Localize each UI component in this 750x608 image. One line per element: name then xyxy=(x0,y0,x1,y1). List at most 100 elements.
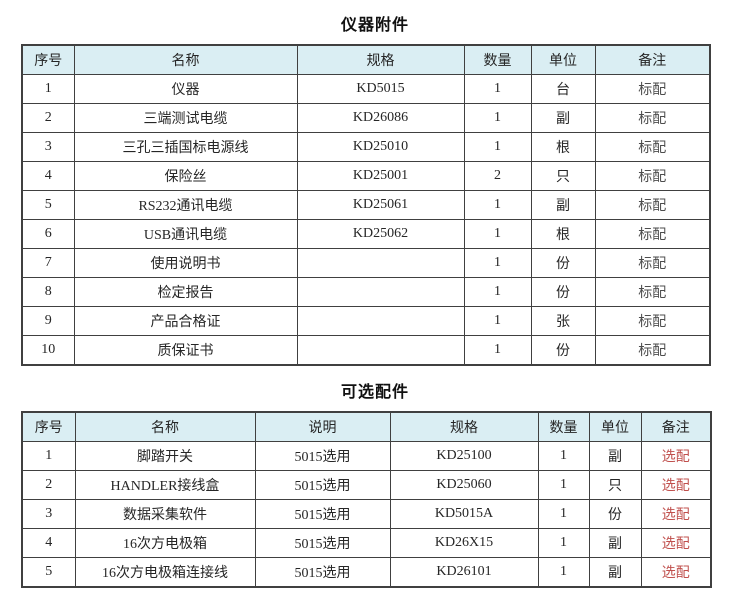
table-cell: KD25100 xyxy=(389,441,539,471)
table-row: 5 16次方电极箱连接线 5015选用 KD26101 1 副选配 xyxy=(21,557,712,588)
table-cell: HANDLER接线盒 xyxy=(74,470,256,500)
column-header: 单位 xyxy=(530,44,596,75)
table-cell: 1 xyxy=(537,528,590,558)
table-cell: 使用说明书 xyxy=(73,248,298,278)
column-header: 说明 xyxy=(254,411,391,442)
table-cell: 1 xyxy=(463,190,532,220)
table-cell: 1 xyxy=(21,74,75,104)
table-cell: 2 xyxy=(21,103,75,133)
note-cell: 标配 xyxy=(594,335,711,366)
table-cell: 3 xyxy=(21,499,76,529)
table-cell: 4 xyxy=(21,528,76,558)
table-cell: KD25001 xyxy=(296,161,465,191)
table-cell: 5015选用 xyxy=(254,499,391,529)
column-header: 名称 xyxy=(74,411,256,442)
column-header: 数量 xyxy=(463,44,532,75)
note-cell: 标配 xyxy=(594,248,711,278)
table-cell: 张 xyxy=(530,306,596,336)
table-row: 2 HANDLER接线盒 5015选用 KD25060 1 只选配 xyxy=(21,470,712,500)
table-cell: 1 xyxy=(463,335,532,366)
instrument-accessories-table: 序号 名称 规格 数量 单位 备注 1 仪器 KD5015 1 台标配 2 三端测试电缆 KD26086… xyxy=(21,44,711,366)
table-cell: KD26086 xyxy=(296,103,465,133)
table-cell: USB通讯电缆 xyxy=(73,219,298,249)
optional-accessories-table: 序号 名称 说明 规格 数量 单位 备注 1 脚踏开关 5015选用 KD25100 1 副选配 2 HA… xyxy=(21,411,712,588)
table-row: 4 16次方电极箱 5015选用 KD26X15 1 副选配 xyxy=(21,528,712,558)
table-cell: KD26X15 xyxy=(389,528,539,558)
table-cell: 副 xyxy=(588,441,642,471)
table-cell: 1 xyxy=(463,277,532,307)
column-header: 单位 xyxy=(588,411,642,442)
note-cell: 选配 xyxy=(640,470,712,500)
note-cell: 标配 xyxy=(594,219,711,249)
table-cell: 1 xyxy=(537,499,590,529)
table-row: 9 产品合格证 1 张标配 xyxy=(21,306,711,336)
note-cell: 标配 xyxy=(594,103,711,133)
note-cell: 标配 xyxy=(594,277,711,307)
column-header: 规格 xyxy=(389,411,539,442)
table-row: 6 USB通讯电缆 KD25062 1 根标配 xyxy=(21,219,711,249)
note-cell: 标配 xyxy=(594,161,711,191)
table-cell: 16次方电极箱连接线 xyxy=(74,557,256,588)
table-cell: 8 xyxy=(21,277,75,307)
table-cell: KD25061 xyxy=(296,190,465,220)
table-cell: 副 xyxy=(530,190,596,220)
table-cell: 7 xyxy=(21,248,75,278)
document-page: 仪器附件 序号 名称 规格 数量 单位 备注 1 仪器 KD5015 1 台标配 2 三端测试电缆 KD… xyxy=(21,17,712,588)
table-cell: 5015选用 xyxy=(254,470,391,500)
table-cell: 仪器 xyxy=(73,74,298,104)
table-cell: 副 xyxy=(588,557,642,588)
note-cell: 标配 xyxy=(594,132,711,162)
note-cell: 标配 xyxy=(594,306,711,336)
table-cell: 质保证书 xyxy=(73,335,298,366)
table-cell: 1 xyxy=(463,103,532,133)
table-cell: 4 xyxy=(21,161,75,191)
table-row: 1 仪器 KD5015 1 台标配 xyxy=(21,74,711,104)
note-cell: 选配 xyxy=(640,499,712,529)
table-cell: 5 xyxy=(21,190,75,220)
table-cell: 三孔三插国标电源线 xyxy=(73,132,298,162)
column-header: 序号 xyxy=(21,44,75,75)
table-cell: 1 xyxy=(537,441,590,471)
table-cell: 1 xyxy=(463,132,532,162)
table-cell xyxy=(296,335,465,366)
table-row: 2 三端测试电缆 KD26086 1 副标配 xyxy=(21,103,711,133)
table-cell: KD25060 xyxy=(389,470,539,500)
table-cell: KD25062 xyxy=(296,219,465,249)
table-row: 3 数据采集软件 5015选用 KD5015A 1 份选配 xyxy=(21,499,712,529)
table-row: 10 质保证书 1 份标配 xyxy=(21,335,711,366)
table-cell: 1 xyxy=(21,441,76,471)
table-header-row: 序号 名称 规格 数量 单位 备注 xyxy=(21,44,711,75)
table-cell: KD26101 xyxy=(389,557,539,588)
table-cell: KD5015 xyxy=(296,74,465,104)
table-cell: 份 xyxy=(530,335,596,366)
table-cell xyxy=(296,306,465,336)
table-cell: 1 xyxy=(463,74,532,104)
column-header: 名称 xyxy=(73,44,298,75)
table-cell: 5 xyxy=(21,557,76,588)
table-cell: KD25010 xyxy=(296,132,465,162)
table-cell: 1 xyxy=(463,306,532,336)
table-cell: 副 xyxy=(530,103,596,133)
table-cell: 份 xyxy=(588,499,642,529)
accessories-table-title: 仪器附件 xyxy=(340,17,409,34)
table-cell: 产品合格证 xyxy=(73,306,298,336)
table-cell: 根 xyxy=(530,219,596,249)
optional-accessories-table-title: 可选配件 xyxy=(340,384,409,401)
table-row: 3 三孔三插国标电源线 KD25010 1 根标配 xyxy=(21,132,711,162)
table-row: 1 脚踏开关 5015选用 KD25100 1 副选配 xyxy=(21,441,712,471)
table-row: 4 保险丝 KD25001 2 只标配 xyxy=(21,161,711,191)
table-cell: 份 xyxy=(530,277,596,307)
table-cell: 检定报告 xyxy=(73,277,298,307)
table-cell: 5015选用 xyxy=(254,441,391,471)
table-cell: 3 xyxy=(21,132,75,162)
table-row: 5 RS232通讯电缆 KD25061 1 副标配 xyxy=(21,190,711,220)
table-cell: 台 xyxy=(530,74,596,104)
table-cell: 1 xyxy=(463,219,532,249)
note-cell: 标配 xyxy=(594,190,711,220)
table-cell: 副 xyxy=(588,528,642,558)
table-cell: 保险丝 xyxy=(73,161,298,191)
note-cell: 选配 xyxy=(640,441,712,471)
table-cell: 2 xyxy=(463,161,532,191)
column-header: 规格 xyxy=(296,44,465,75)
table-cell: 脚踏开关 xyxy=(74,441,256,471)
